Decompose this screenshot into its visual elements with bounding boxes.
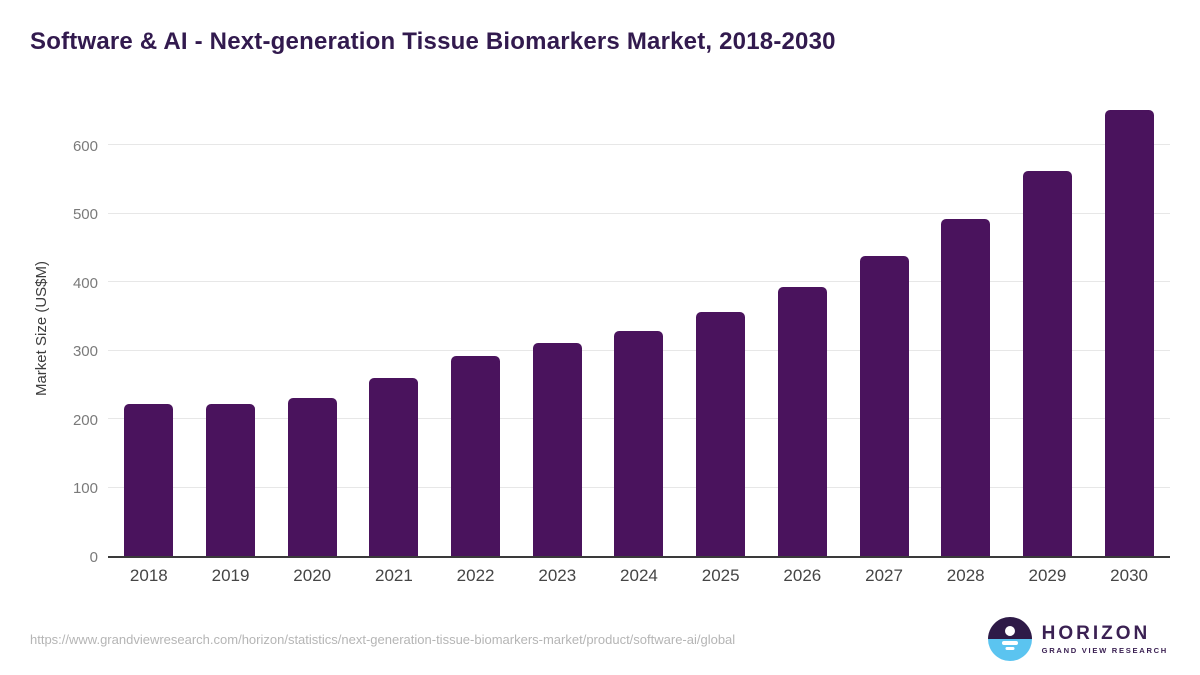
bar-cell [598,100,680,556]
chart-title: Software & AI - Next-generation Tissue B… [30,28,836,55]
logo-reflection-dash [1001,641,1018,645]
x-axis-label: 2018 [129,566,168,585]
y-tick-label: 0 [89,549,98,566]
bar-cell [108,100,190,556]
x-axis-label: 2029 [1028,566,1067,585]
y-tick-label: 100 [72,480,98,498]
x-axis-labels: 2018 2019 2020 2021 2022 2023 2024 2025 2026 2027… [108,566,1170,586]
x-axis-label: 2020 [293,566,332,585]
bar-cell [190,100,272,556]
bar-cell [516,100,598,556]
bar-cell [843,100,925,556]
bars-container [108,100,1170,556]
plot-area [108,100,1170,558]
x-axis-label: 2019 [211,566,250,585]
bar-2029[interactable] [1022,171,1072,556]
x-axis-label: 2021 [374,566,413,585]
horizon-logo-icon [987,617,1032,661]
x-axis-label: 2027 [865,566,903,585]
bar-2022[interactable] [451,355,501,556]
x-axis-label: 2025 [701,566,740,585]
bar-cell [925,100,1007,556]
bar-cell [1007,100,1089,556]
bar-2028[interactable] [941,219,991,556]
logo-sun-ring [1004,626,1015,636]
bar-2020[interactable] [287,397,337,556]
bar-cell [680,100,762,556]
x-axis-label: 2023 [538,566,577,585]
logo-sub-brand: GRAND VIEW RESEARCH [1041,645,1168,655]
y-tick-label: 400 [72,274,98,292]
bar-2019[interactable] [206,403,256,556]
y-axis-ticks: 0 100 200 300 400 500 600 [40,100,98,566]
x-axis-label: 2028 [946,566,985,585]
logo-brand: HORIZON [1041,622,1151,644]
x-axis-label: 2030 [1110,566,1148,585]
footer: https://www.grandviewresearch.com/horizo… [30,614,1168,664]
gridline [108,212,1170,214]
bar-2021[interactable] [369,377,419,556]
source-url: https://www.grandviewresearch.com/horizo… [30,631,736,647]
bar-2026[interactable] [777,287,827,556]
bar-cell [1088,100,1170,556]
bar-2025[interactable] [696,311,746,556]
bar-2030[interactable] [1104,109,1154,556]
x-axis-label: 2024 [620,566,658,585]
gridline [108,281,1170,283]
gridline [108,144,1170,146]
horizon-logo: HORIZON GRAND VIEW RESEARCH [987,617,1168,661]
logo-sea-half [987,639,1032,661]
bar-2027[interactable] [859,256,909,556]
bar-cell [435,100,517,556]
x-axis-label: 2022 [456,566,495,585]
y-tick-label: 500 [72,206,98,224]
bar-2024[interactable] [614,331,664,556]
y-tick-label: 200 [72,411,98,429]
bar-cell [353,100,435,556]
bar-cell [271,100,353,556]
y-tick-label: 600 [72,137,98,155]
bar-2018[interactable] [124,403,174,556]
logo-reflection-dash-small [1005,647,1015,650]
x-axis-label: 2026 [783,566,822,585]
bar-cell [762,100,844,556]
y-tick-label: 300 [72,343,98,361]
logo-text: HORIZON GRAND VIEW RESEARCH [1041,622,1168,655]
bar-2023[interactable] [532,343,582,556]
